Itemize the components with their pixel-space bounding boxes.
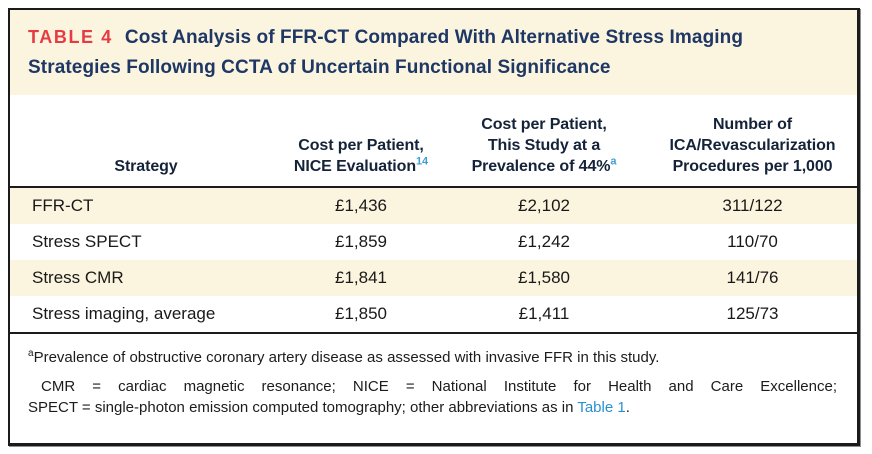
cell-procedures: 110/70 [727, 232, 778, 251]
col-header-nice-cost: Cost per Patient, NICE Evaluation14 [293, 137, 429, 175]
footnote-section: aPrevalence of obstructive coronary arte… [10, 332, 857, 418]
cell-nice-cost: £1,436 [335, 196, 387, 215]
abbreviations-note: CMR = cardiac magnetic resonance; NICE =… [28, 378, 837, 416]
footnote-a-superscript-link[interactable]: a [610, 155, 617, 168]
table-row: Stress imaging, average £1,850 £1,411 12… [10, 296, 857, 332]
cell-study-cost: £1,242 [518, 232, 570, 251]
col-header-strategy: Strategy [114, 158, 178, 175]
footnote-a-marker: a [28, 348, 34, 359]
cell-strategy: Stress SPECT [32, 232, 142, 251]
table1-link[interactable]: Table 1 [577, 399, 626, 416]
cell-study-cost: £1,411 [518, 304, 570, 323]
footnote-a: aPrevalence of obstructive coronary arte… [28, 348, 660, 367]
cell-procedures: 141/76 [726, 268, 779, 287]
table4-card: TABLE 4 Cost Analysis of FFR-CT Compared … [8, 8, 860, 446]
cell-strategy: Stress CMR [32, 268, 124, 287]
reference-14-superscript-link[interactable]: 14 [416, 155, 429, 168]
table-number-tag: TABLE 4 [28, 27, 113, 47]
table-title: Cost Analysis of FFR-CT Compared With Al… [28, 27, 744, 78]
table-row: FFR-CT £1,436 £2,102 311/122 [10, 188, 857, 224]
table-row: Stress SPECT £1,859 £1,242 110/70 [10, 224, 857, 260]
col-header-procedures: Number of ICA/Revascularization Procedur… [669, 116, 836, 175]
col-header-study-cost: Cost per Patient, This Study at a Preval… [471, 116, 617, 175]
cell-strategy: FFR-CT [32, 196, 94, 215]
cell-procedures: 311/122 [722, 196, 783, 215]
cell-study-cost: £2,102 [518, 196, 570, 215]
cell-procedures: 125/73 [726, 304, 779, 323]
cell-study-cost: £1,580 [518, 268, 570, 287]
table-title-band: TABLE 4 Cost Analysis of FFR-CT Compared … [10, 10, 857, 95]
cell-nice-cost: £1,850 [335, 304, 387, 323]
cell-nice-cost: £1,859 [335, 232, 387, 251]
cell-strategy: Stress imaging, average [32, 304, 216, 323]
table-row: Stress CMR £1,841 £1,580 141/76 [10, 260, 857, 296]
cell-nice-cost: £1,841 [335, 268, 387, 287]
column-header-row: Strategy Cost per Patient, NICE Evaluati… [10, 95, 857, 188]
